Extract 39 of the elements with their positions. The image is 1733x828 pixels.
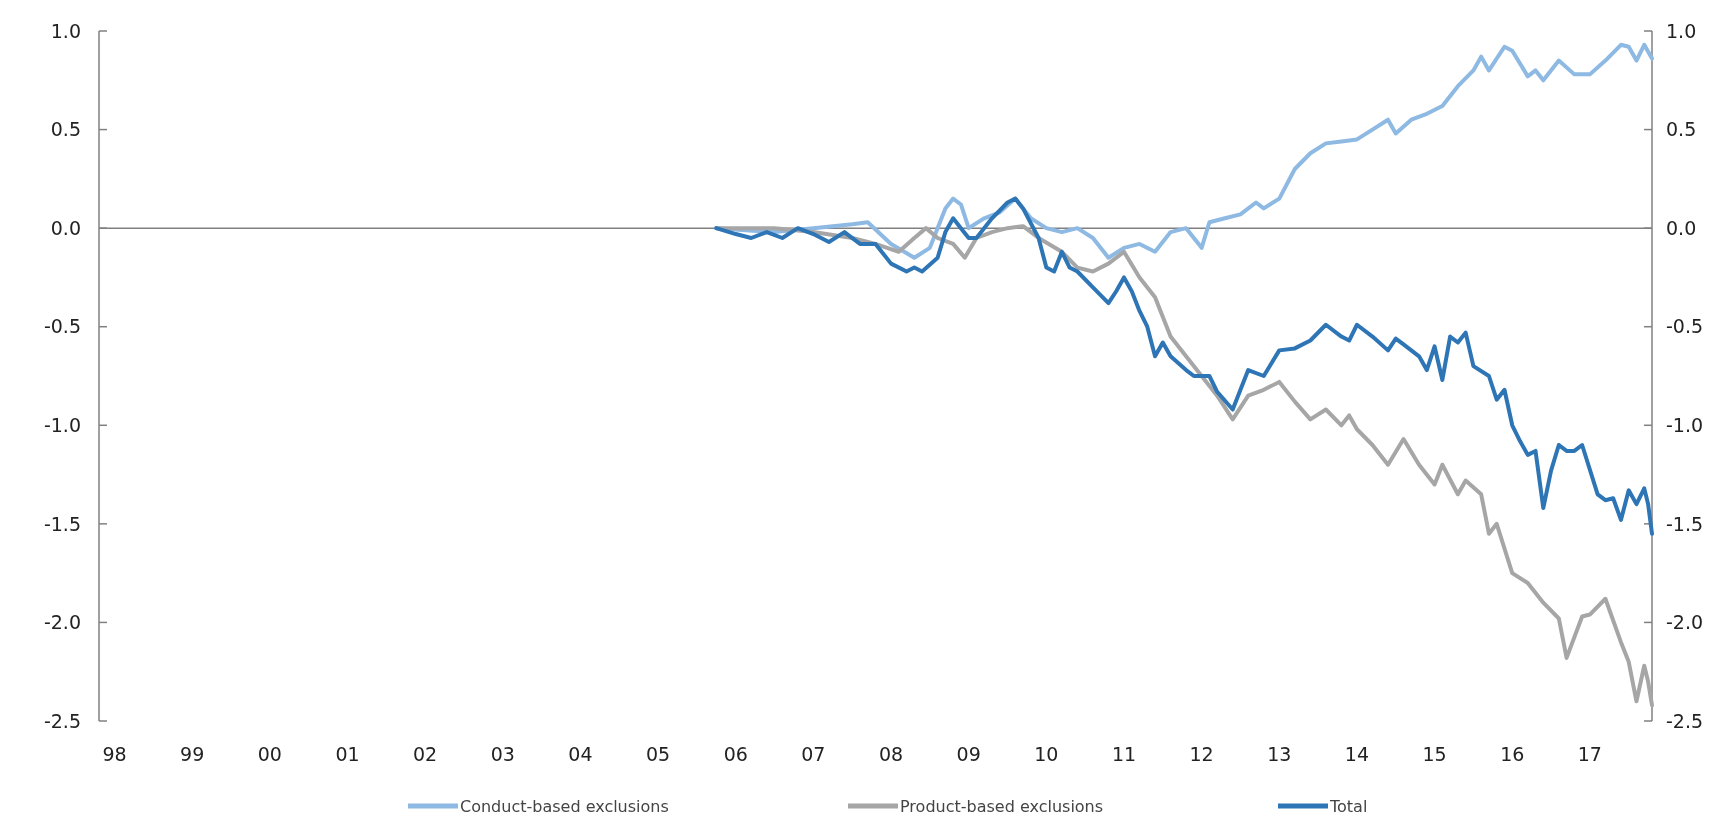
y2-tick-label: -2.0 [1666, 611, 1704, 634]
x-tick-label: 17 [1577, 743, 1602, 765]
x-tick-label: 05 [645, 743, 671, 765]
y-tick-label: -1.5 [43, 512, 81, 535]
x-tick-label: 01 [335, 743, 360, 765]
legend-label: Conduct-based exclusions [460, 796, 669, 816]
x-tick-label: 14 [1344, 743, 1370, 765]
x-tick-label: 99 [180, 743, 205, 765]
x-tick-label: 09 [956, 743, 981, 765]
x-tick-label: 07 [801, 743, 826, 765]
x-tick-label: 98 [102, 743, 127, 765]
x-tick-label: 04 [568, 743, 593, 765]
x-tick-label: 03 [490, 743, 515, 765]
y-tick-label: -2.0 [43, 611, 81, 634]
x-tick-label: 13 [1267, 743, 1292, 765]
legend-label: Product-based exclusions [900, 796, 1104, 816]
y2-tick-label: -0.5 [1666, 315, 1704, 338]
x-tick-label: 10 [1034, 743, 1059, 765]
x-tick-label: 16 [1500, 743, 1525, 765]
x-tick-label: 02 [413, 743, 438, 765]
x-tick-label: 11 [1111, 743, 1137, 765]
y2-tick-label: -1.5 [1666, 512, 1704, 535]
y-tick-label: 0.5 [50, 118, 81, 141]
y-tick-label: -2.5 [43, 709, 81, 732]
y2-tick-label: 0.0 [1666, 216, 1697, 239]
x-tick-label: 08 [878, 743, 904, 765]
x-tick-label: 06 [723, 743, 748, 765]
y2-tick-label: 0.5 [1666, 118, 1697, 141]
y2-tick-label: -2.5 [1666, 709, 1704, 732]
y-tick-label: -0.5 [43, 315, 81, 338]
x-tick-label: 12 [1189, 743, 1214, 765]
y2-tick-label: -1.0 [1666, 413, 1704, 436]
y-tick-label: 1.0 [50, 19, 81, 42]
y2-tick-label: 1.0 [1666, 19, 1697, 42]
x-tick-label: 15 [1422, 743, 1447, 765]
y-tick-label: -1.0 [43, 413, 81, 436]
legend-label: Total [1329, 796, 1368, 816]
x-tick-label: 00 [257, 743, 282, 765]
y-tick-label: 0.0 [50, 216, 81, 239]
